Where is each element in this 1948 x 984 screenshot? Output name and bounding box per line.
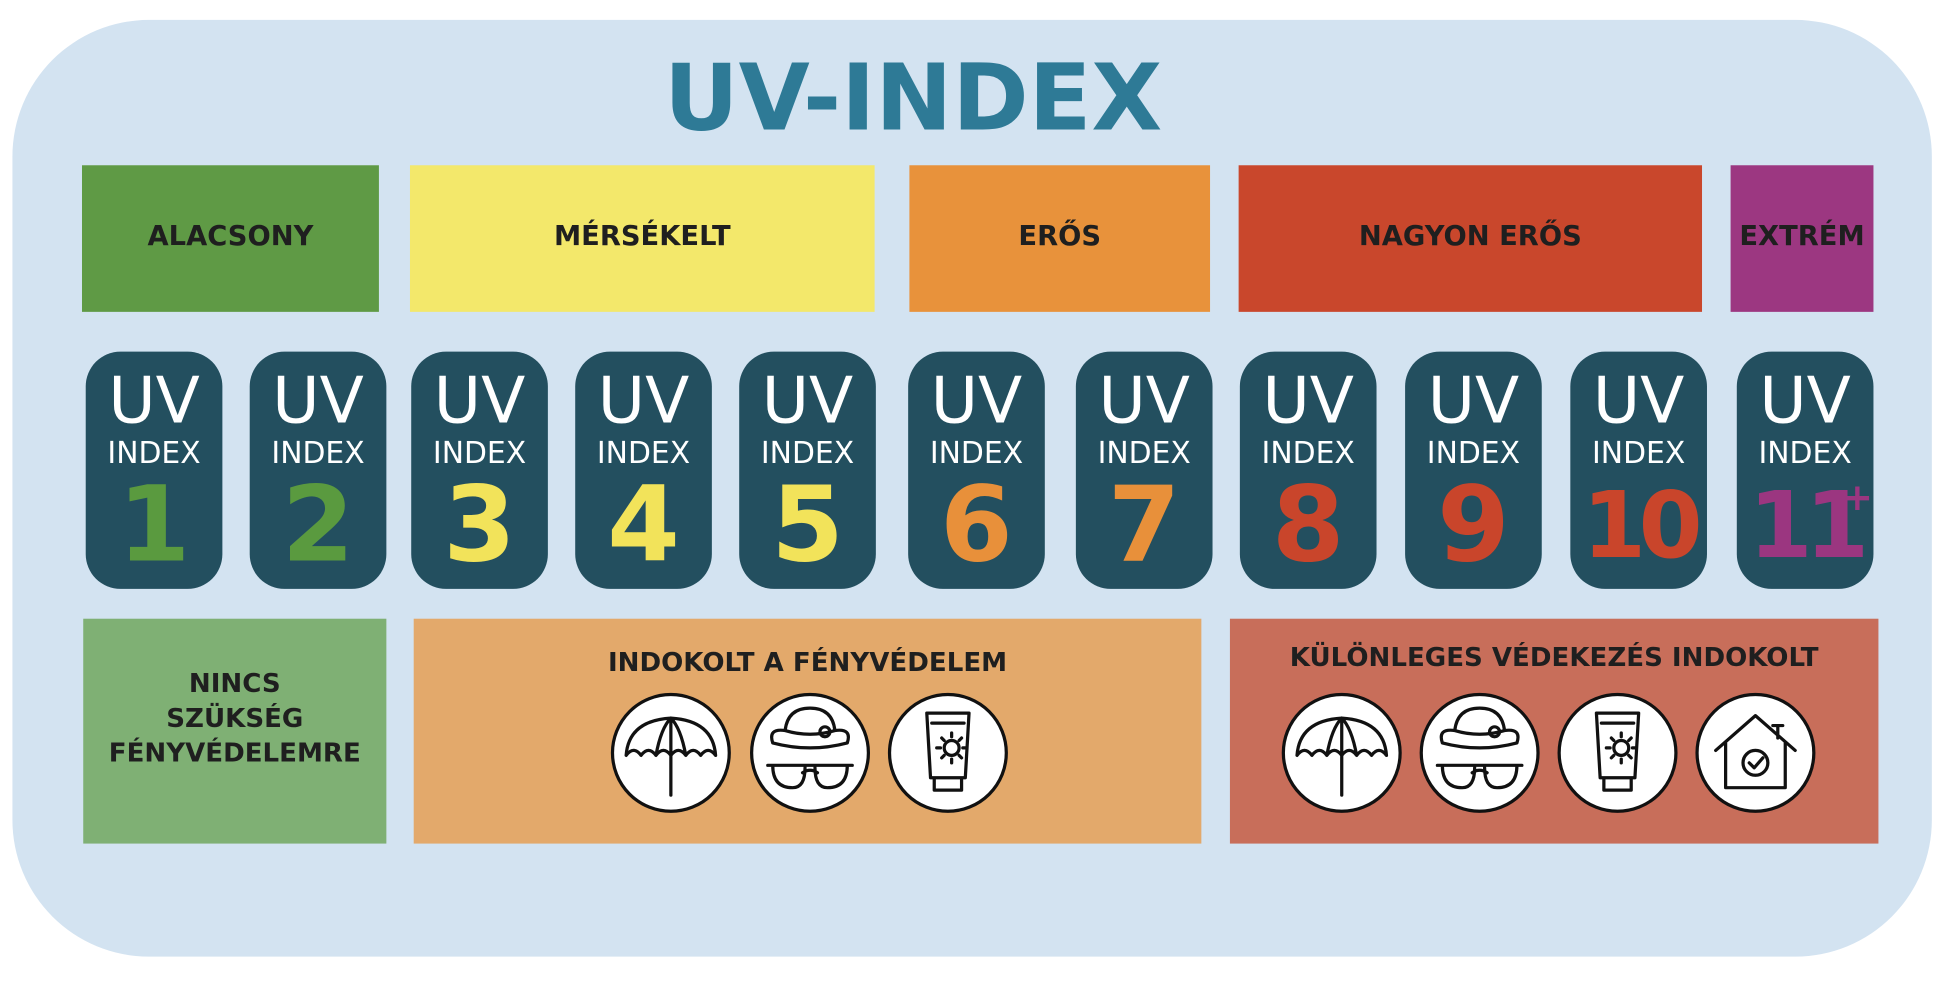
card-index: INDEX [433,436,526,471]
protection-icon [750,692,871,813]
card-index: INDEX [1098,436,1191,471]
protection-label: KÜLÖNLEGES VÉDEKEZÉS INDOKOLT [1290,640,1819,673]
uv-card [249,351,387,589]
uv-card [575,351,712,589]
card-index: INDEX [1758,436,1851,471]
level-band [909,165,1211,312]
card-number: 4 [607,464,680,586]
card-uv: UV [1759,364,1850,439]
card-uv: UV [1593,364,1684,439]
level-band [1730,165,1874,312]
card-uv: UV [598,364,689,439]
card-number: 11 [1749,472,1864,579]
card-number: 2 [282,464,355,586]
uv-card [739,351,876,589]
card-index: INDEX [761,436,854,471]
protection-icon [1557,692,1678,813]
card-uv: UV [1098,364,1189,439]
protection-label: INDOKOLT A FÉNYVÉDELEM [608,646,1007,678]
uv-card [411,351,548,589]
level-label: EXTRÉM [1739,220,1864,252]
card-index: INDEX [930,436,1023,471]
card-uv: UV [272,364,363,439]
level-band [1238,165,1703,312]
protection-box [83,618,387,844]
level-band [81,165,379,312]
card-number: 7 [1108,464,1181,586]
card-suffix: + [1842,475,1873,519]
level-label: ALACSONY [148,221,315,252]
protection-icon [1419,692,1540,813]
protection-icon [1281,692,1402,813]
card-uv: UV [1262,364,1353,439]
card-uv: UV [931,364,1022,439]
card-number: 10 [1582,472,1699,579]
uv-card [908,351,1045,589]
protection-icon [610,692,731,813]
protection-icon [1695,692,1816,813]
card-uv: UV [108,364,199,439]
uv-card [85,351,223,589]
card-index: INDEX [1262,436,1355,471]
card-index: INDEX [597,436,690,471]
card-number: 9 [1437,464,1510,586]
card-number: 6 [940,464,1013,586]
card-number: 5 [771,464,844,586]
card-index: INDEX [107,436,200,471]
level-label: NAGYON ERŐS [1359,220,1582,252]
card-uv: UV [1428,364,1519,439]
uv-card [1405,351,1542,589]
level-label: ERŐS [1018,220,1101,252]
level-band [409,165,875,312]
card-index: INDEX [1427,436,1520,471]
card-number: 8 [1272,464,1345,586]
card-uv: UV [762,364,853,439]
protection-label: FÉNYVÉDELEMRE [109,737,361,769]
uv-card [1075,351,1213,589]
card-index: INDEX [271,436,364,471]
uv-card [1736,351,1874,589]
protection-label: NINCS [189,669,281,699]
card-number: 3 [443,464,516,586]
uv-card [1239,351,1377,589]
level-label: MÉRSÉKELT [554,220,731,252]
protection-icon [887,692,1008,813]
card-uv: UV [434,364,525,439]
card-number: 1 [118,464,191,586]
title: UV-INDEX [664,45,1162,152]
card-index: INDEX [1592,436,1685,471]
uv-card [1570,351,1707,589]
protection-label: SZÜKSÉG [166,701,303,734]
